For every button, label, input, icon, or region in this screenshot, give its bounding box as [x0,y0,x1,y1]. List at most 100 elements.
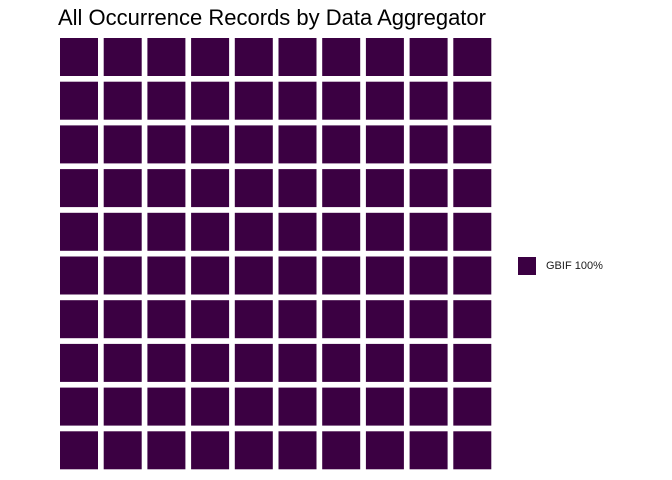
waffle-square [103,81,142,120]
waffle-square [191,300,230,339]
waffle-square [147,387,186,426]
waffle-square [191,387,230,426]
legend-label: GBIF 100% [546,260,603,272]
waffle-square [278,81,317,120]
waffle-square [103,256,142,295]
waffle-square [278,125,317,164]
waffle-square [147,431,186,470]
waffle-square [453,81,492,120]
waffle-square [365,300,404,339]
waffle-square [322,431,361,470]
waffle-square [147,256,186,295]
waffle-square [147,212,186,251]
waffle-square [409,169,448,208]
waffle-square [365,431,404,470]
waffle-square [103,212,142,251]
waffle-square [409,343,448,382]
legend-key [518,257,536,275]
waffle-square [409,125,448,164]
waffle-square [191,343,230,382]
waffle-square [365,343,404,382]
waffle-square [103,300,142,339]
waffle-square [278,212,317,251]
waffle-square [234,38,273,76]
waffle-square [409,212,448,251]
waffle-square [453,38,492,76]
waffle-square [365,212,404,251]
waffle-square [322,125,361,164]
waffle-square [409,81,448,120]
waffle-square [409,431,448,470]
waffle-square [191,212,230,251]
waffle-square [60,125,98,164]
waffle-square [322,300,361,339]
waffle-square [278,169,317,208]
waffle-square [365,81,404,120]
waffle-square [322,169,361,208]
waffle-square [60,38,98,76]
waffle-square [453,431,492,470]
waffle-square [60,343,98,382]
waffle-square [191,169,230,208]
waffle-square [453,169,492,208]
waffle-square [409,38,448,76]
waffle-square [234,169,273,208]
legend: GBIF 100% [518,257,603,275]
waffle-square [409,256,448,295]
waffle-square [147,125,186,164]
waffle-square [191,38,230,76]
waffle-square [453,125,492,164]
waffle-square [365,169,404,208]
waffle-square [322,212,361,251]
waffle-square [322,256,361,295]
waffle-square [147,169,186,208]
waffle-square [147,343,186,382]
waffle-square [191,431,230,470]
waffle-square [234,256,273,295]
waffle-square [60,387,98,426]
waffle-square [365,387,404,426]
waffle-square [103,38,142,76]
chart-title: All Occurrence Records by Data Aggregato… [58,5,486,30]
waffle-square [60,169,98,208]
waffle-square [234,81,273,120]
waffle-square [147,300,186,339]
waffle-square [60,431,98,470]
waffle-square [191,81,230,120]
legend-item: GBIF 100% [518,257,603,275]
waffle-square [278,256,317,295]
waffle-square [191,125,230,164]
waffle-square [453,343,492,382]
waffle-square [147,38,186,76]
waffle-square [103,169,142,208]
waffle-square [365,125,404,164]
waffle-square [234,431,273,470]
waffle-square [453,300,492,339]
waffle-square [234,125,273,164]
waffle-square [234,343,273,382]
waffle-square [278,38,317,76]
waffle-square [234,387,273,426]
waffle-square [278,343,317,382]
waffle-square [409,300,448,339]
waffle-square [103,125,142,164]
waffle-square [322,387,361,426]
waffle-square [453,256,492,295]
waffle-square [453,212,492,251]
waffle-square [60,212,98,251]
waffle-square [60,81,98,120]
waffle-square [322,38,361,76]
waffle-square [147,81,186,120]
waffle-square [322,343,361,382]
waffle-square [191,256,230,295]
waffle-square [278,387,317,426]
waffle-square [453,387,492,426]
waffle-square [103,343,142,382]
waffle-square [365,256,404,295]
waffle-square [234,300,273,339]
waffle-square [409,387,448,426]
waffle-square [103,431,142,470]
waffle-square [60,256,98,295]
waffle-square [365,38,404,76]
waffle-square [234,212,273,251]
